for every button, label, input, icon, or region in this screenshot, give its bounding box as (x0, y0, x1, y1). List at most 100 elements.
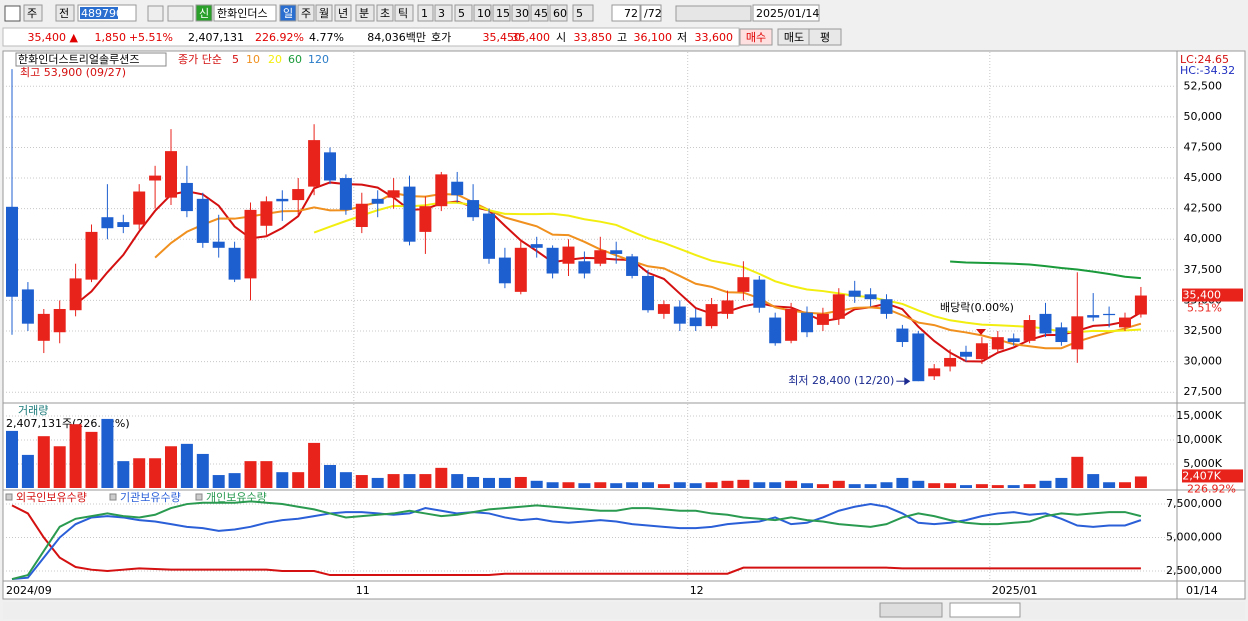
volume-bar (1007, 485, 1020, 488)
sound-icon[interactable] (167, 5, 194, 22)
toolbar-button[interactable] (572, 4, 594, 22)
tool-icons[interactable] (675, 5, 752, 22)
search-icon[interactable] (147, 5, 164, 22)
quote-value: 35,400 (512, 31, 551, 44)
toolbar-label[interactable]: 5 (576, 7, 583, 20)
candle-body (292, 189, 305, 201)
toolbar-button[interactable] (55, 4, 75, 22)
icon[interactable] (4, 5, 21, 22)
toolbar-label[interactable]: 30 (515, 7, 529, 20)
scrollbar[interactable] (3, 602, 1245, 619)
toolbar-label[interactable]: 주 (301, 7, 311, 20)
candle-body (435, 174, 448, 207)
volume-bar (149, 458, 162, 488)
candle-body (1007, 338, 1020, 343)
candle-body (339, 178, 352, 210)
toolbar-button[interactable] (355, 4, 375, 22)
toolbar-label[interactable]: /72 (644, 7, 662, 20)
toolbar-button[interactable] (195, 4, 213, 22)
toolbar-label[interactable]: 45 (534, 7, 548, 20)
quote-value[interactable]: 매도 (784, 31, 804, 44)
toolbar-label[interactable]: 15 (496, 7, 510, 20)
toolbar-button[interactable] (492, 4, 511, 22)
toolbar-label[interactable]: 신 (199, 7, 209, 20)
candle-body (912, 333, 925, 382)
toolbar-button[interactable] (473, 4, 492, 22)
toolbar-label[interactable]: 72 (624, 7, 638, 20)
toolbar-button[interactable] (23, 4, 43, 22)
toolbar-label[interactable]: 분 (359, 7, 369, 20)
volume-bar (705, 482, 718, 488)
toolbar-label[interactable]: 월 (319, 7, 329, 20)
quote-value: 36,100 (634, 31, 673, 44)
nav-buttons[interactable] (879, 602, 943, 618)
quote-value[interactable]: 평 (820, 31, 830, 44)
legend-label: 기관보유수량 (120, 491, 181, 504)
toolbar-label[interactable]: 주 (27, 7, 37, 20)
toolbar-button[interactable] (530, 4, 549, 22)
toolbar-button[interactable] (297, 4, 315, 22)
quote-value[interactable]: 매수 (746, 31, 766, 44)
toolbar-label[interactable]: 년 (338, 7, 348, 20)
y-tick-label: 30,000 (1184, 355, 1223, 368)
candle-body (1039, 313, 1052, 334)
candle-body (673, 306, 686, 324)
quote-value: 고 (617, 31, 627, 44)
candle-body (371, 198, 384, 204)
volume-bar (769, 482, 782, 488)
toolbar-label[interactable]: 5 (458, 7, 465, 20)
toolbar-button[interactable] (640, 4, 662, 22)
toolbar-label[interactable]: 틱 (398, 7, 408, 20)
candle-body (546, 247, 559, 274)
toolbar-label[interactable]: 2025/01/14 (756, 7, 819, 20)
volume-bar (1071, 456, 1084, 488)
toolbar-button[interactable] (315, 4, 333, 22)
y-tick-label: 7,500,000 (1166, 497, 1222, 510)
toolbar-button[interactable] (434, 4, 453, 22)
volume-bar (308, 442, 321, 488)
candle-body (133, 191, 146, 225)
toolbar-label[interactable]: 한화인더스 (217, 7, 268, 20)
toolbar-label[interactable]: 60 (553, 7, 567, 20)
toolbar-label[interactable]: 489790 (81, 7, 123, 20)
toolbar-button[interactable] (752, 4, 820, 22)
candle-body (864, 294, 877, 300)
toolbar-label[interactable]: 10 (477, 7, 491, 20)
toolbar-button[interactable] (454, 4, 473, 22)
volume-bar (244, 461, 257, 488)
toolbar-button[interactable] (394, 4, 414, 22)
toolbar-button[interactable] (279, 4, 297, 22)
price-tag-label: 35,400 (1183, 289, 1222, 302)
event-label: 배당락(0.00%) (940, 301, 1014, 314)
volume-bar (657, 484, 670, 488)
toolbar-label[interactable]: 초 (380, 7, 390, 20)
toolbar-button[interactable] (549, 4, 568, 22)
candle-body (737, 277, 750, 292)
volume-bar (6, 430, 18, 488)
quote-value: 2,407,131 (188, 31, 244, 44)
zoom-slider[interactable] (949, 602, 1021, 618)
toolbar-button[interactable] (417, 4, 434, 22)
toolbar-button[interactable] (334, 4, 352, 22)
quote-value: 84,036백만 (367, 31, 426, 44)
toolbar-button[interactable] (511, 4, 530, 22)
volume-bar (1039, 480, 1052, 488)
low-label: 최저 28,400 (12/20) (788, 374, 894, 387)
candle-body (1134, 295, 1147, 315)
lc-label: LC:24.65 (1180, 53, 1229, 66)
candle-body (626, 256, 639, 276)
y-tick-label: 27,500 (1184, 385, 1223, 398)
toolbar-label[interactable]: 1 (421, 7, 428, 20)
toolbar-button[interactable] (213, 4, 277, 22)
toolbar-button[interactable] (611, 4, 641, 22)
order-button[interactable] (808, 28, 842, 46)
y-tick-label: 47,500 (1184, 140, 1223, 153)
ma-period: 5 (232, 53, 239, 66)
toolbar-label[interactable]: 전 (59, 7, 69, 20)
toolbar-button[interactable] (376, 4, 394, 22)
toolbar-label[interactable]: 일 (283, 6, 293, 20)
toolbar-label[interactable]: 3 (438, 7, 445, 20)
ma-period: 60 (288, 53, 302, 66)
volume-bar (975, 484, 988, 488)
order-button[interactable] (739, 28, 773, 46)
